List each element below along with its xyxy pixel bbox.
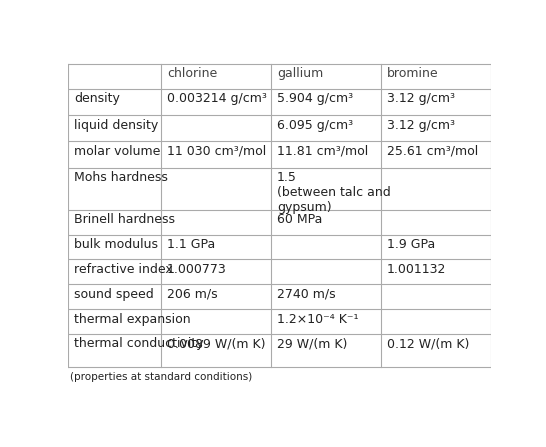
Text: thermal conductivity: thermal conductivity — [74, 337, 203, 350]
Text: chlorine: chlorine — [167, 67, 217, 80]
Text: bromine: bromine — [387, 67, 438, 80]
Text: 1.9 GPa: 1.9 GPa — [387, 238, 435, 251]
Text: 1.1 GPa: 1.1 GPa — [167, 238, 215, 251]
Text: 0.12 W/(m K): 0.12 W/(m K) — [387, 337, 469, 350]
Text: 25.61 cm³/mol: 25.61 cm³/mol — [387, 145, 478, 158]
Text: 1.2×10⁻⁴ K⁻¹: 1.2×10⁻⁴ K⁻¹ — [277, 312, 358, 325]
Text: molar volume: molar volume — [74, 145, 160, 158]
Text: 0.003214 g/cm³: 0.003214 g/cm³ — [167, 92, 266, 105]
Text: (properties at standard conditions): (properties at standard conditions) — [70, 372, 253, 382]
Text: Mohs hardness: Mohs hardness — [74, 171, 168, 184]
Text: 206 m/s: 206 m/s — [167, 288, 217, 301]
Text: refractive index: refractive index — [74, 263, 173, 276]
Text: 3.12 g/cm³: 3.12 g/cm³ — [387, 92, 455, 105]
Text: gallium: gallium — [277, 67, 323, 80]
Text: 1.001132: 1.001132 — [387, 263, 446, 276]
Text: 1.000773: 1.000773 — [167, 263, 227, 276]
Text: 1.5
(between talc and
gypsum): 1.5 (between talc and gypsum) — [277, 171, 390, 214]
Text: 0.0089 W/(m K): 0.0089 W/(m K) — [167, 337, 265, 350]
Text: 11 030 cm³/mol: 11 030 cm³/mol — [167, 145, 266, 158]
Text: liquid density: liquid density — [74, 118, 158, 131]
Text: 11.81 cm³/mol: 11.81 cm³/mol — [277, 145, 368, 158]
Text: 2740 m/s: 2740 m/s — [277, 288, 335, 301]
Text: density: density — [74, 92, 120, 105]
Text: 29 W/(m K): 29 W/(m K) — [277, 337, 347, 350]
Text: Brinell hardness: Brinell hardness — [74, 213, 175, 226]
Text: thermal expansion: thermal expansion — [74, 312, 191, 325]
Text: 60 MPa: 60 MPa — [277, 213, 322, 226]
Text: bulk modulus: bulk modulus — [74, 238, 158, 251]
Text: 5.904 g/cm³: 5.904 g/cm³ — [277, 92, 353, 105]
Text: sound speed: sound speed — [74, 288, 153, 301]
Text: 3.12 g/cm³: 3.12 g/cm³ — [387, 118, 455, 131]
Text: 6.095 g/cm³: 6.095 g/cm³ — [277, 118, 353, 131]
